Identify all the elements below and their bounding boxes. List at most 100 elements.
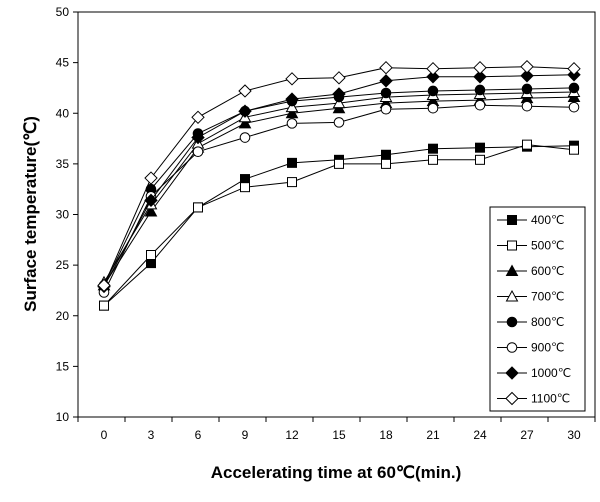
x-tick-label: 27 bbox=[520, 428, 534, 442]
series-6 bbox=[98, 99, 580, 298]
data-point bbox=[238, 104, 252, 118]
y-tick-label: 40 bbox=[56, 106, 70, 120]
data-point bbox=[474, 99, 486, 111]
data-point bbox=[144, 204, 158, 217]
series-8 bbox=[97, 59, 581, 293]
data-point bbox=[192, 146, 204, 158]
data-point bbox=[522, 139, 532, 150]
y-tick-label: 25 bbox=[56, 258, 70, 272]
data-point bbox=[475, 142, 485, 153]
y-tick-label: 20 bbox=[56, 309, 70, 323]
y-tick-label: 45 bbox=[56, 56, 70, 70]
legend-label: 500℃ bbox=[531, 239, 565, 253]
x-tick-label: 15 bbox=[332, 428, 346, 442]
data-point bbox=[286, 118, 298, 129]
y-axis: 10 15 20 25 30 35 40 45 50 bbox=[56, 5, 78, 424]
legend-label: 700℃ bbox=[531, 290, 565, 304]
x-tick-label: 3 bbox=[148, 428, 155, 442]
data-point bbox=[287, 157, 297, 168]
legend-item: 600℃ bbox=[497, 264, 565, 278]
data-point bbox=[285, 106, 299, 119]
data-point bbox=[427, 85, 439, 97]
x-tick-label: 30 bbox=[567, 428, 581, 442]
data-point bbox=[380, 87, 392, 99]
legend-label: 900℃ bbox=[531, 341, 565, 355]
x-axis-label: Accelerating time at 60℃(min.) bbox=[211, 463, 462, 482]
data-point bbox=[426, 70, 440, 84]
legend-marker bbox=[506, 316, 518, 328]
legend-marker bbox=[505, 366, 519, 380]
x-tick-label: 0 bbox=[101, 428, 108, 442]
legend-item: 400℃ bbox=[497, 213, 565, 227]
x-axis: 0 3 6 9 12 15 18 21 24 27 30 bbox=[77, 417, 596, 442]
legend-marker bbox=[506, 342, 518, 353]
legend-item: 1000℃ bbox=[497, 366, 571, 380]
data-point bbox=[475, 154, 485, 165]
x-tick-label: 12 bbox=[285, 428, 299, 442]
legend-marker bbox=[505, 264, 519, 276]
series-7 bbox=[97, 68, 581, 294]
data-point bbox=[333, 117, 345, 128]
data-point bbox=[238, 116, 252, 129]
data-point bbox=[520, 59, 534, 74]
data-point bbox=[334, 158, 344, 169]
data-point bbox=[97, 278, 111, 293]
data-point bbox=[569, 144, 579, 155]
data-point bbox=[381, 149, 391, 160]
data-point bbox=[379, 60, 393, 75]
data-point bbox=[144, 193, 158, 208]
data-point bbox=[568, 101, 580, 113]
data-point bbox=[285, 72, 299, 86]
data-point bbox=[567, 61, 581, 76]
y-tick-label: 15 bbox=[56, 359, 70, 373]
legend-marker bbox=[505, 391, 519, 406]
data-point bbox=[238, 84, 252, 98]
legend-marker bbox=[507, 240, 517, 251]
series-2 bbox=[99, 139, 579, 311]
x-tick-label: 9 bbox=[242, 428, 249, 442]
legend-label: 1100℃ bbox=[531, 392, 570, 406]
legend-label: 600℃ bbox=[531, 264, 565, 278]
y-axis-label: Surface temperature(℃) bbox=[21, 116, 40, 312]
data-point bbox=[521, 100, 533, 112]
data-point bbox=[144, 171, 158, 185]
legend: 400℃ 500℃ 600℃ 700℃ 800℃ 900℃ 1000℃ 1100℃ bbox=[489, 206, 586, 412]
data-point bbox=[285, 100, 299, 113]
data-point bbox=[426, 61, 440, 76]
legend-marker bbox=[505, 289, 519, 302]
data-point bbox=[473, 60, 487, 75]
y-tick-label: 30 bbox=[56, 208, 70, 222]
legend-item: 900℃ bbox=[497, 341, 565, 355]
legend-item: 800℃ bbox=[497, 315, 565, 329]
series-layer bbox=[97, 59, 581, 311]
data-point bbox=[521, 83, 533, 95]
data-point bbox=[427, 102, 439, 114]
x-tick-label: 18 bbox=[379, 428, 393, 442]
x-tick-label: 24 bbox=[473, 428, 487, 442]
y-tick-label: 35 bbox=[56, 157, 70, 171]
data-point bbox=[428, 154, 438, 165]
data-point bbox=[146, 250, 156, 260]
legend-box bbox=[489, 206, 586, 412]
data-point bbox=[239, 132, 251, 143]
data-point bbox=[191, 130, 205, 145]
legend-label: 400℃ bbox=[531, 213, 565, 227]
y-tick-label: 10 bbox=[56, 410, 70, 424]
data-point bbox=[381, 158, 391, 169]
data-point bbox=[332, 87, 346, 101]
data-point bbox=[474, 84, 486, 96]
data-point bbox=[193, 202, 203, 213]
legend-label: 1000℃ bbox=[531, 366, 571, 380]
x-tick-label: 21 bbox=[426, 428, 440, 442]
legend-item: 700℃ bbox=[497, 290, 565, 304]
y-tick-label: 50 bbox=[56, 5, 70, 19]
data-point bbox=[191, 110, 205, 125]
legend-label: 800℃ bbox=[531, 315, 565, 329]
data-point bbox=[473, 70, 487, 84]
data-point bbox=[332, 96, 346, 109]
data-point bbox=[332, 71, 346, 85]
data-point bbox=[379, 74, 393, 88]
legend-item: 500℃ bbox=[497, 239, 565, 253]
legend-marker bbox=[507, 215, 517, 225]
